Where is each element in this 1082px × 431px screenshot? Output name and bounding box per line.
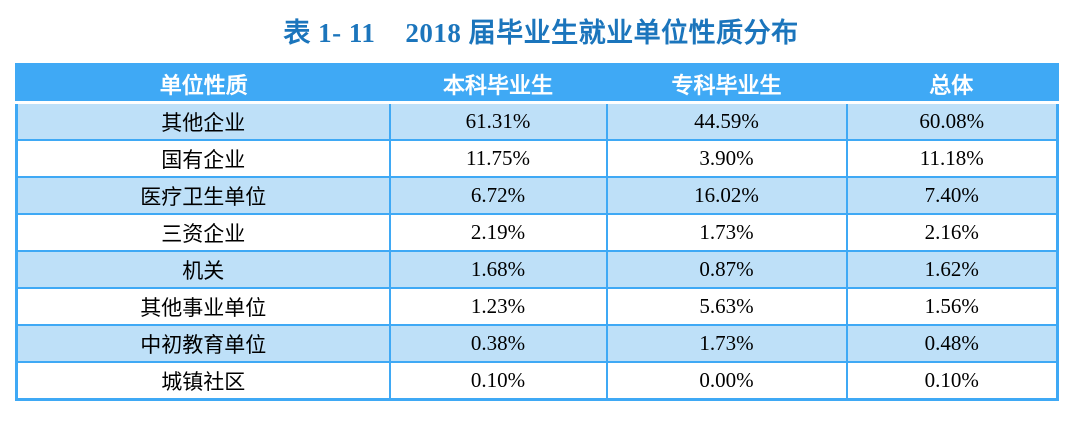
table-row: 机关 1.68% 0.87% 1.62% <box>15 250 1059 289</box>
unit-type-cell: 机关 <box>15 250 391 289</box>
unit-type-cell: 三资企业 <box>15 213 391 252</box>
percentage-cell: 0.48% <box>845 324 1059 363</box>
unit-type-cell: 国有企业 <box>15 139 391 178</box>
percentage-cell: 1.56% <box>845 287 1059 326</box>
percentage-cell: 61.31% <box>388 101 608 141</box>
table-title-text: 2018 届毕业生就业单位性质分布 <box>405 18 799 48</box>
unit-type-cell: 医疗卫生单位 <box>15 176 391 215</box>
percentage-cell: 16.02% <box>605 176 848 215</box>
table-row: 医疗卫生单位 6.72% 16.02% 7.40% <box>15 176 1059 215</box>
column-header-unit-type: 单位性质 <box>16 64 390 104</box>
percentage-cell: 11.75% <box>388 139 608 178</box>
table-row: 其他事业单位 1.23% 5.63% 1.56% <box>15 287 1059 326</box>
percentage-cell: 2.19% <box>388 213 608 252</box>
employment-unit-table: 单位性质 本科毕业生 专科毕业生 总体 其他企业 61.31% 44.59% 60.0… <box>15 63 1059 401</box>
report-page: { "title": { "prefix": "表 1- 11", "text"… <box>0 11 1082 431</box>
percentage-cell: 1.23% <box>388 287 608 326</box>
table-row: 其他企业 61.31% 44.59% 60.08% <box>15 101 1059 141</box>
percentage-cell: 1.68% <box>388 250 608 289</box>
table-row: 中初教育单位 0.38% 1.73% 0.48% <box>15 324 1059 363</box>
percentage-cell: 1.73% <box>605 213 848 252</box>
table-header: 单位性质 本科毕业生 专科毕业生 总体 <box>16 64 1058 104</box>
percentage-cell: 0.00% <box>605 361 848 401</box>
percentage-cell: 7.40% <box>845 176 1059 215</box>
table-body: 其他企业 61.31% 44.59% 60.08% 国有企业 11.75% 3.90% 11.… <box>15 101 1059 401</box>
unit-type-cell: 城镇社区 <box>15 361 391 401</box>
percentage-cell: 0.38% <box>388 324 608 363</box>
percentage-cell: 0.10% <box>388 361 608 401</box>
percentage-cell: 5.63% <box>605 287 848 326</box>
unit-type-cell: 其他事业单位 <box>15 287 391 326</box>
table-row: 三资企业 2.19% 1.73% 2.16% <box>15 213 1059 252</box>
percentage-cell: 2.16% <box>845 213 1059 252</box>
table-row: 国有企业 11.75% 3.90% 11.18% <box>15 139 1059 178</box>
percentage-cell: 1.62% <box>845 250 1059 289</box>
percentage-cell: 0.87% <box>605 250 848 289</box>
percentage-cell: 11.18% <box>845 139 1059 178</box>
percentage-cell: 6.72% <box>388 176 608 215</box>
unit-type-cell: 其他企业 <box>15 101 391 141</box>
column-header-overall: 总体 <box>846 64 1058 104</box>
percentage-cell: 3.90% <box>605 139 848 178</box>
table-number-label: 表 1- 11 <box>283 18 376 48</box>
percentage-cell: 1.73% <box>605 324 848 363</box>
percentage-cell: 44.59% <box>605 101 848 141</box>
header-row: 单位性质 本科毕业生 专科毕业生 总体 <box>16 64 1058 104</box>
column-header-junior-college: 专科毕业生 <box>606 64 847 104</box>
column-header-undergraduate: 本科毕业生 <box>389 64 607 104</box>
unit-type-cell: 中初教育单位 <box>15 324 391 363</box>
percentage-cell: 60.08% <box>845 101 1059 141</box>
percentage-cell: 0.10% <box>845 361 1059 401</box>
table-row: 城镇社区 0.10% 0.00% 0.10% <box>15 361 1059 401</box>
table-caption: 表 1- 11 2018 届毕业生就业单位性质分布 <box>0 11 1082 50</box>
